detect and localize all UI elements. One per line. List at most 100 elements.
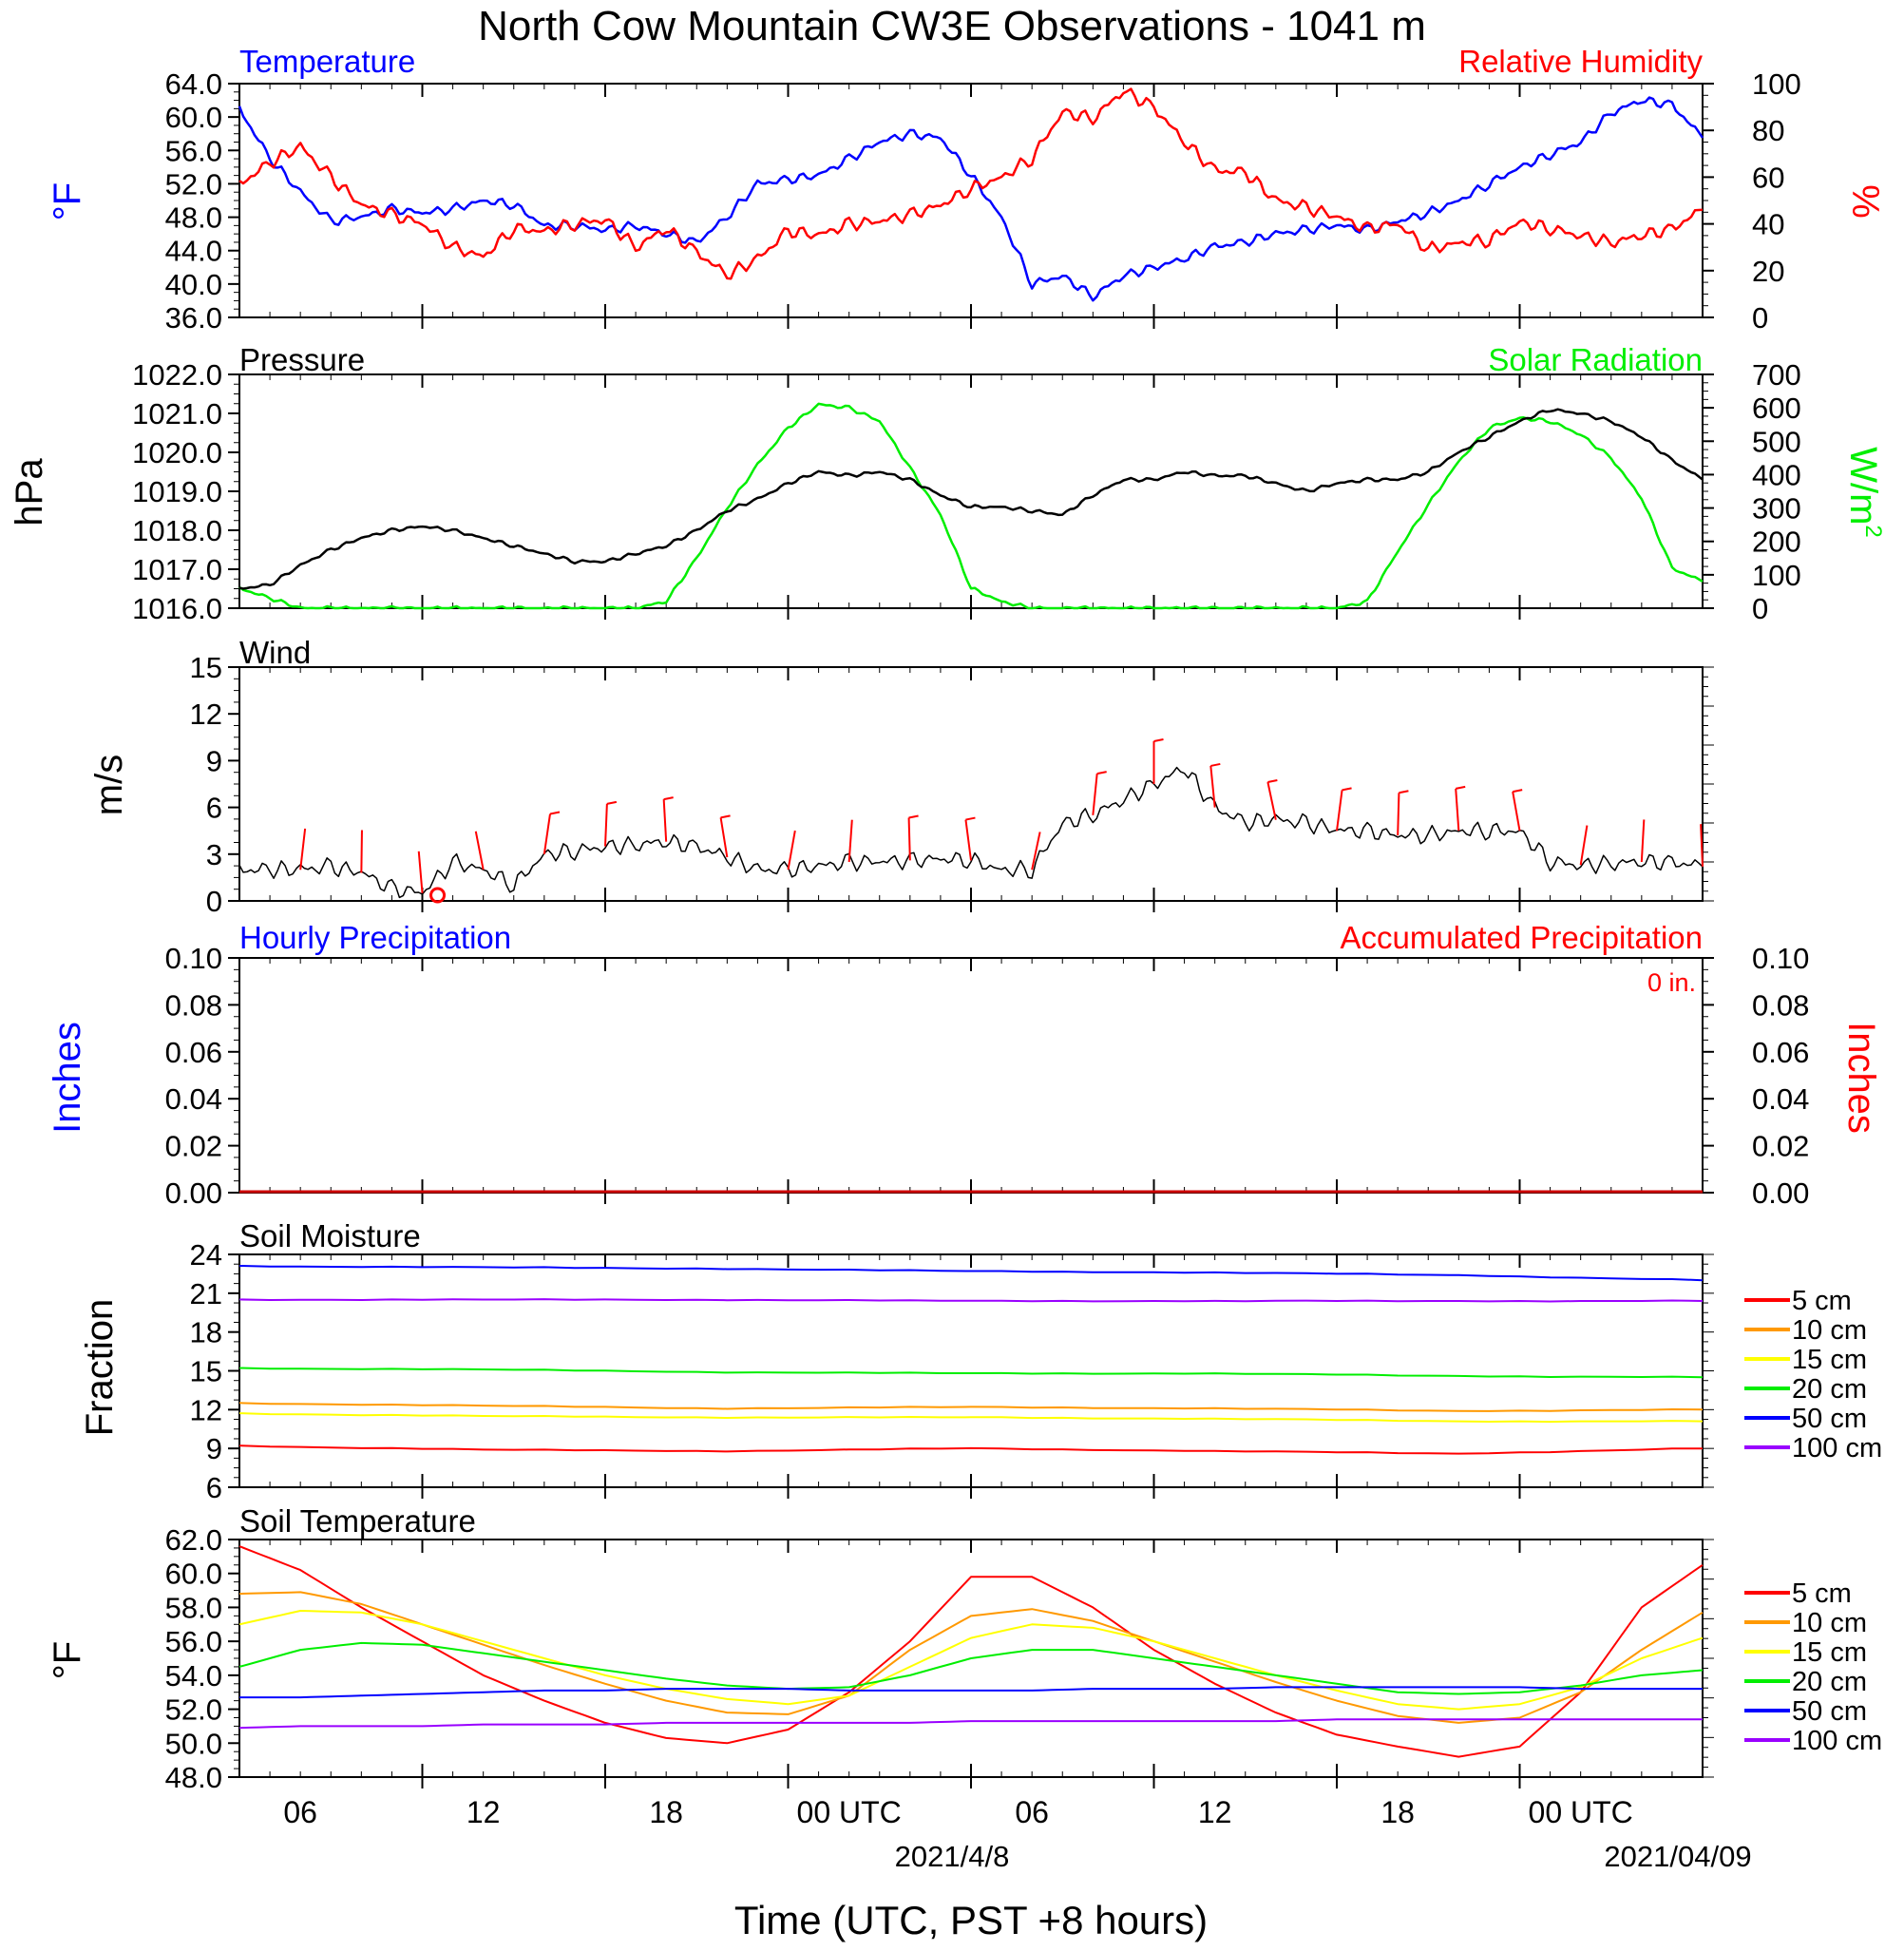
y-tick-label-right: 60 (1752, 161, 1784, 194)
chart-marks: 64.060.056.052.048.044.040.036.010080604… (132, 67, 1882, 1829)
y-tick-label-right: 500 (1752, 425, 1801, 458)
y-tick-label-right: 200 (1752, 526, 1801, 559)
wind-barb (1031, 832, 1041, 870)
soil-moisture-line (238, 1412, 1704, 1424)
plot-frame (238, 1253, 1704, 1488)
wind-barb (1579, 825, 1589, 866)
y-tick-label-left: 21 (190, 1277, 222, 1310)
legend-label: 10 cm (1792, 1315, 1867, 1346)
y-tick-label-left: 24 (190, 1238, 222, 1272)
y-tick-label-left: 1018.0 (132, 514, 222, 547)
wind-calm-marker (429, 887, 447, 904)
soil-moisture-line (238, 1402, 1704, 1412)
y-tick-label-left: 0 (206, 885, 222, 918)
y-tick-label-left: 56.0 (165, 134, 222, 167)
accumulated-total: 0 in. (1647, 968, 1696, 997)
y-label-precip-left: Inches (47, 1022, 88, 1134)
y-tick-label-left: 0.06 (165, 1036, 222, 1069)
y-tick-label-left: 52.0 (165, 167, 222, 201)
x-axis-date-1: 2021/4/8 (895, 1840, 1010, 1873)
legend-label: 20 cm (1792, 1374, 1867, 1405)
wind-barb-flag (1456, 785, 1466, 790)
soil-temperature-line (239, 1686, 1703, 1699)
soil-moisture-line (238, 1444, 1704, 1455)
wind-barb (417, 851, 424, 893)
y-tick-label-right: 0.10 (1752, 942, 1809, 975)
y-tick-label-right: 600 (1752, 392, 1801, 425)
x-tick-label: 18 (1380, 1795, 1415, 1829)
y-tick-label-left: 48.0 (165, 1761, 222, 1794)
wind-barb-flag (965, 816, 976, 821)
panel-title-temperature: Temperature (239, 44, 415, 79)
wind-barb-flag (1399, 790, 1409, 794)
y-tick-label-left: 64.0 (165, 67, 222, 101)
y-tick-label-left: 3 (206, 838, 222, 871)
x-axis-date-2: 2021/04/09 (1604, 1840, 1751, 1873)
y-tick-label-left: 0.00 (165, 1176, 222, 1210)
legend-label: 10 cm (1792, 1608, 1867, 1638)
panel-title-accum-precip: Accumulated Precipitation (1340, 920, 1703, 955)
humidity-line (238, 87, 1704, 280)
wind-barb (543, 813, 551, 854)
plot-frame (238, 957, 1704, 1194)
y-tick-label-left: 36.0 (165, 301, 222, 335)
y-tick-label-left: 1019.0 (132, 475, 222, 508)
legend-label: 5 cm (1792, 1286, 1852, 1316)
wind-barb (1397, 793, 1400, 836)
y-tick-label-left: 44.0 (165, 235, 222, 268)
wind-barb (847, 819, 853, 863)
legend-label: 15 cm (1792, 1345, 1867, 1375)
y-tick-label-left: 60.0 (165, 1558, 222, 1591)
solar-radiation-line (238, 402, 1704, 610)
y-label-soil-temperature: °F (47, 1641, 88, 1679)
y-tick-label-left: 6 (206, 1471, 222, 1504)
wind-barb (1266, 781, 1277, 820)
y-label-solar: W/m2 (1842, 447, 1886, 538)
y-tick-label-left: 62.0 (165, 1523, 222, 1557)
y-tick-label-left: 12 (190, 1393, 222, 1426)
y-tick-label-left: 58.0 (165, 1591, 222, 1624)
wind-barb (787, 830, 796, 870)
plot-frame (238, 666, 1704, 902)
wind-barb (299, 828, 307, 870)
wind-barb (1640, 819, 1646, 863)
legend-label: 5 cm (1792, 1578, 1852, 1609)
y-tick-label-left: 18 (190, 1316, 222, 1349)
wind-barb (907, 817, 911, 861)
x-tick-label: 06 (1015, 1795, 1049, 1829)
y-tick-label-left: 15 (190, 1355, 222, 1388)
y-label-humidity: % (1844, 184, 1886, 219)
panel-title-solar: Solar Radiation (1488, 342, 1703, 377)
y-tick-label-right: 0 (1752, 592, 1768, 625)
wind-barb (1209, 765, 1216, 808)
y-tick-label-right: 80 (1752, 114, 1784, 147)
y-tick-label-left: 15 (190, 651, 222, 684)
wind-barb-flag (1153, 738, 1164, 742)
y-tick-label-left: 1017.0 (132, 553, 222, 586)
wind-barb (1512, 791, 1521, 832)
legend-label: 50 cm (1792, 1696, 1867, 1727)
panel-pressure-solar: Pressure Solar Radiation hPa W/m2 (9, 342, 1886, 538)
wind-barb (1336, 790, 1343, 832)
y-tick-label-left: 0.10 (165, 942, 222, 975)
plot-frame (238, 373, 1704, 609)
panel-title-hourly-precip: Hourly Precipitation (239, 920, 511, 955)
y-tick-label-left: 60.0 (165, 101, 222, 134)
wind-barb-flag (606, 800, 618, 805)
y-label-solar-sup: 2 (1860, 525, 1886, 537)
legend-label: 15 cm (1792, 1637, 1867, 1668)
y-tick-label-left: 52.0 (165, 1693, 222, 1727)
panel-title-pressure: Pressure (239, 342, 365, 377)
wind-barb-flag (1512, 789, 1523, 794)
x-tick-label: 12 (466, 1795, 501, 1829)
x-tick-label: 00 UTC (1529, 1795, 1633, 1829)
x-tick-label: 18 (649, 1795, 683, 1829)
y-tick-label-right: 0.06 (1752, 1036, 1809, 1069)
wind-barb (360, 830, 363, 873)
y-tick-label-left: 48.0 (165, 201, 222, 235)
y-tick-label-left: 54.0 (165, 1659, 222, 1693)
panel-title-soil-temperature: Soil Temperature (239, 1503, 476, 1539)
y-tick-label-left: 1020.0 (132, 436, 222, 469)
y-tick-label-right: 700 (1752, 358, 1801, 392)
legend-label: 100 cm (1792, 1433, 1882, 1463)
